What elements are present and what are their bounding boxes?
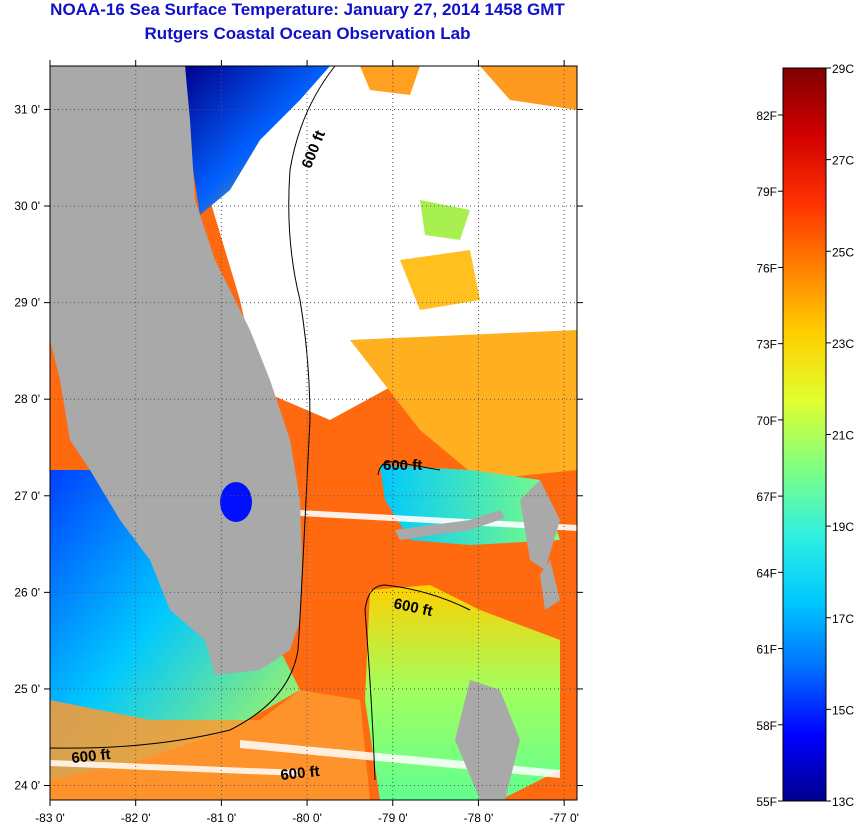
colorbar-celsius-label: 13C <box>832 795 854 809</box>
eleuthera-island <box>540 560 560 610</box>
lat-tick-label: 26 0' <box>14 585 40 599</box>
contour-little-bahama <box>377 461 441 476</box>
florida-land <box>50 66 302 675</box>
colorbar-celsius-label: 25C <box>832 245 854 259</box>
map-title: NOAA-16 Sea Surface Temperature: January… <box>50 0 565 19</box>
lat-tick-label: 30 0' <box>14 199 40 213</box>
colorbar-labels: 29C 27C 25C 23C 21C 19C 17C 15C 13C 82F 79F 76F 73F 7… <box>756 62 854 809</box>
colorbar-celsius-label: 17C <box>832 612 854 626</box>
colorbar-fahrenheit-label: 67F <box>756 490 777 504</box>
colorbar-celsius-label: 27C <box>832 154 854 168</box>
gulf-water <box>50 470 300 780</box>
colorbar-celsius-label: 19C <box>832 520 854 534</box>
colorbar: 29C 27C 25C 23C 21C 19C 17C 15C 13C 82F 79F 76F 73F 7… <box>756 62 854 809</box>
cold-shelf-water <box>185 66 330 215</box>
colorbar-gradient <box>782 67 827 802</box>
lat-tick-label: 25 0' <box>14 682 40 696</box>
colorbar-fahrenheit-label: 61F <box>756 643 777 657</box>
grand-bahama-island <box>395 510 505 540</box>
colorbar-fahrenheit-label: 58F <box>756 719 777 733</box>
lon-tick-label: -82 0' <box>121 811 151 825</box>
lat-tick-label: 28 0' <box>14 392 40 406</box>
colorbar-fahrenheit-label: 76F <box>756 261 777 275</box>
colorbar-celsius-label: 23C <box>832 337 854 351</box>
lon-tick-label: -79 0' <box>378 811 408 825</box>
contour-label-west: 600 ft <box>71 746 112 767</box>
colorbar-fahrenheit-label: 73F <box>756 338 777 352</box>
lon-tick-label: -78 0' <box>464 811 494 825</box>
lon-tick-label: -80 0' <box>292 811 322 825</box>
colorbar-fahrenheit-label: 64F <box>756 566 777 580</box>
map-subtitle: Rutgers Coastal Ocean Observation Lab <box>144 24 471 43</box>
lat-tick-label: 31 0' <box>14 102 40 116</box>
contour-florida-shelf <box>49 65 336 749</box>
abaco-island <box>520 480 560 570</box>
contour-label-south: 600 ft <box>280 763 321 784</box>
axis-labels: -83 0' -82 0' -81 0' -80 0' -79 0' -78 0' -77 … <box>14 102 579 825</box>
colorbar-fahrenheit-label: 70F <box>756 414 777 428</box>
colorbar-fahrenheit-label: 82F <box>756 109 777 123</box>
sst-field <box>50 66 577 800</box>
colorbar-fahrenheit-label: 79F <box>756 185 777 199</box>
lat-lon-grid <box>44 60 583 806</box>
colorbar-celsius-label: 15C <box>832 703 854 717</box>
andros-island <box>455 680 520 800</box>
colorbar-celsius-label: 29C <box>832 62 854 76</box>
lon-tick-label: -83 0' <box>35 811 65 825</box>
lake-okeechobee <box>220 482 252 522</box>
map-frame <box>49 65 578 801</box>
contour-label-bahama-north: 600 ft <box>383 457 422 474</box>
lon-tick-label: -81 0' <box>207 811 237 825</box>
colorbar-celsius-label: 21C <box>832 429 854 443</box>
lat-tick-label: 29 0' <box>14 296 40 310</box>
lon-tick-label: -77 0' <box>549 811 579 825</box>
lat-tick-label: 27 0' <box>14 489 40 503</box>
colorbar-fahrenheit-label: 55F <box>756 795 777 809</box>
cloud-mask <box>180 66 577 420</box>
contour-great-bahama <box>364 584 471 781</box>
lat-tick-label: 24 0' <box>14 779 40 793</box>
depth-contours <box>49 65 471 781</box>
